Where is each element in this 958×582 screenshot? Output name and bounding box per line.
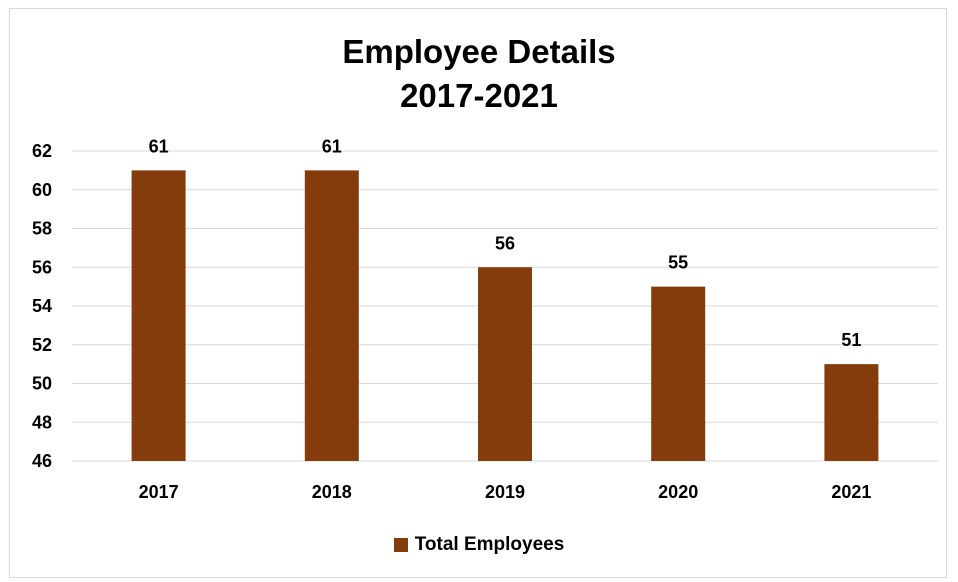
y-tick-label: 48 [32,412,52,432]
y-tick-label: 58 [32,219,52,239]
x-tick-label: 2020 [658,482,698,502]
y-tick-label: 62 [32,141,52,161]
chart-title-block: Employee Details 2017-2021 [0,30,958,118]
bar [131,170,186,461]
legend-label: Total Employees [414,534,565,555]
legend: Total Employees [0,534,958,556]
y-tick-label: 54 [32,296,52,316]
x-tick-label: 2018 [312,482,352,502]
x-tick-label: 2017 [139,482,179,502]
bar [478,267,532,461]
bar [824,364,879,461]
chart-subtitle: 2017-2021 [400,77,558,114]
x-tick-label: 2019 [485,482,525,502]
data-label: 56 [495,233,515,253]
y-tick-label: 56 [32,257,52,277]
y-tick-label: 46 [32,451,52,471]
data-label: 51 [841,330,861,350]
legend-swatch [393,538,408,552]
data-label: 55 [668,253,688,273]
x-tick-label: 2021 [831,482,871,502]
bar [651,286,706,461]
bar [304,170,359,461]
y-tick-label: 50 [32,374,52,394]
y-tick-label: 52 [32,335,52,355]
chart-title: Employee Details [342,33,616,70]
data-label: 61 [322,136,342,156]
y-tick-label: 60 [32,180,52,200]
data-label: 61 [149,136,169,156]
